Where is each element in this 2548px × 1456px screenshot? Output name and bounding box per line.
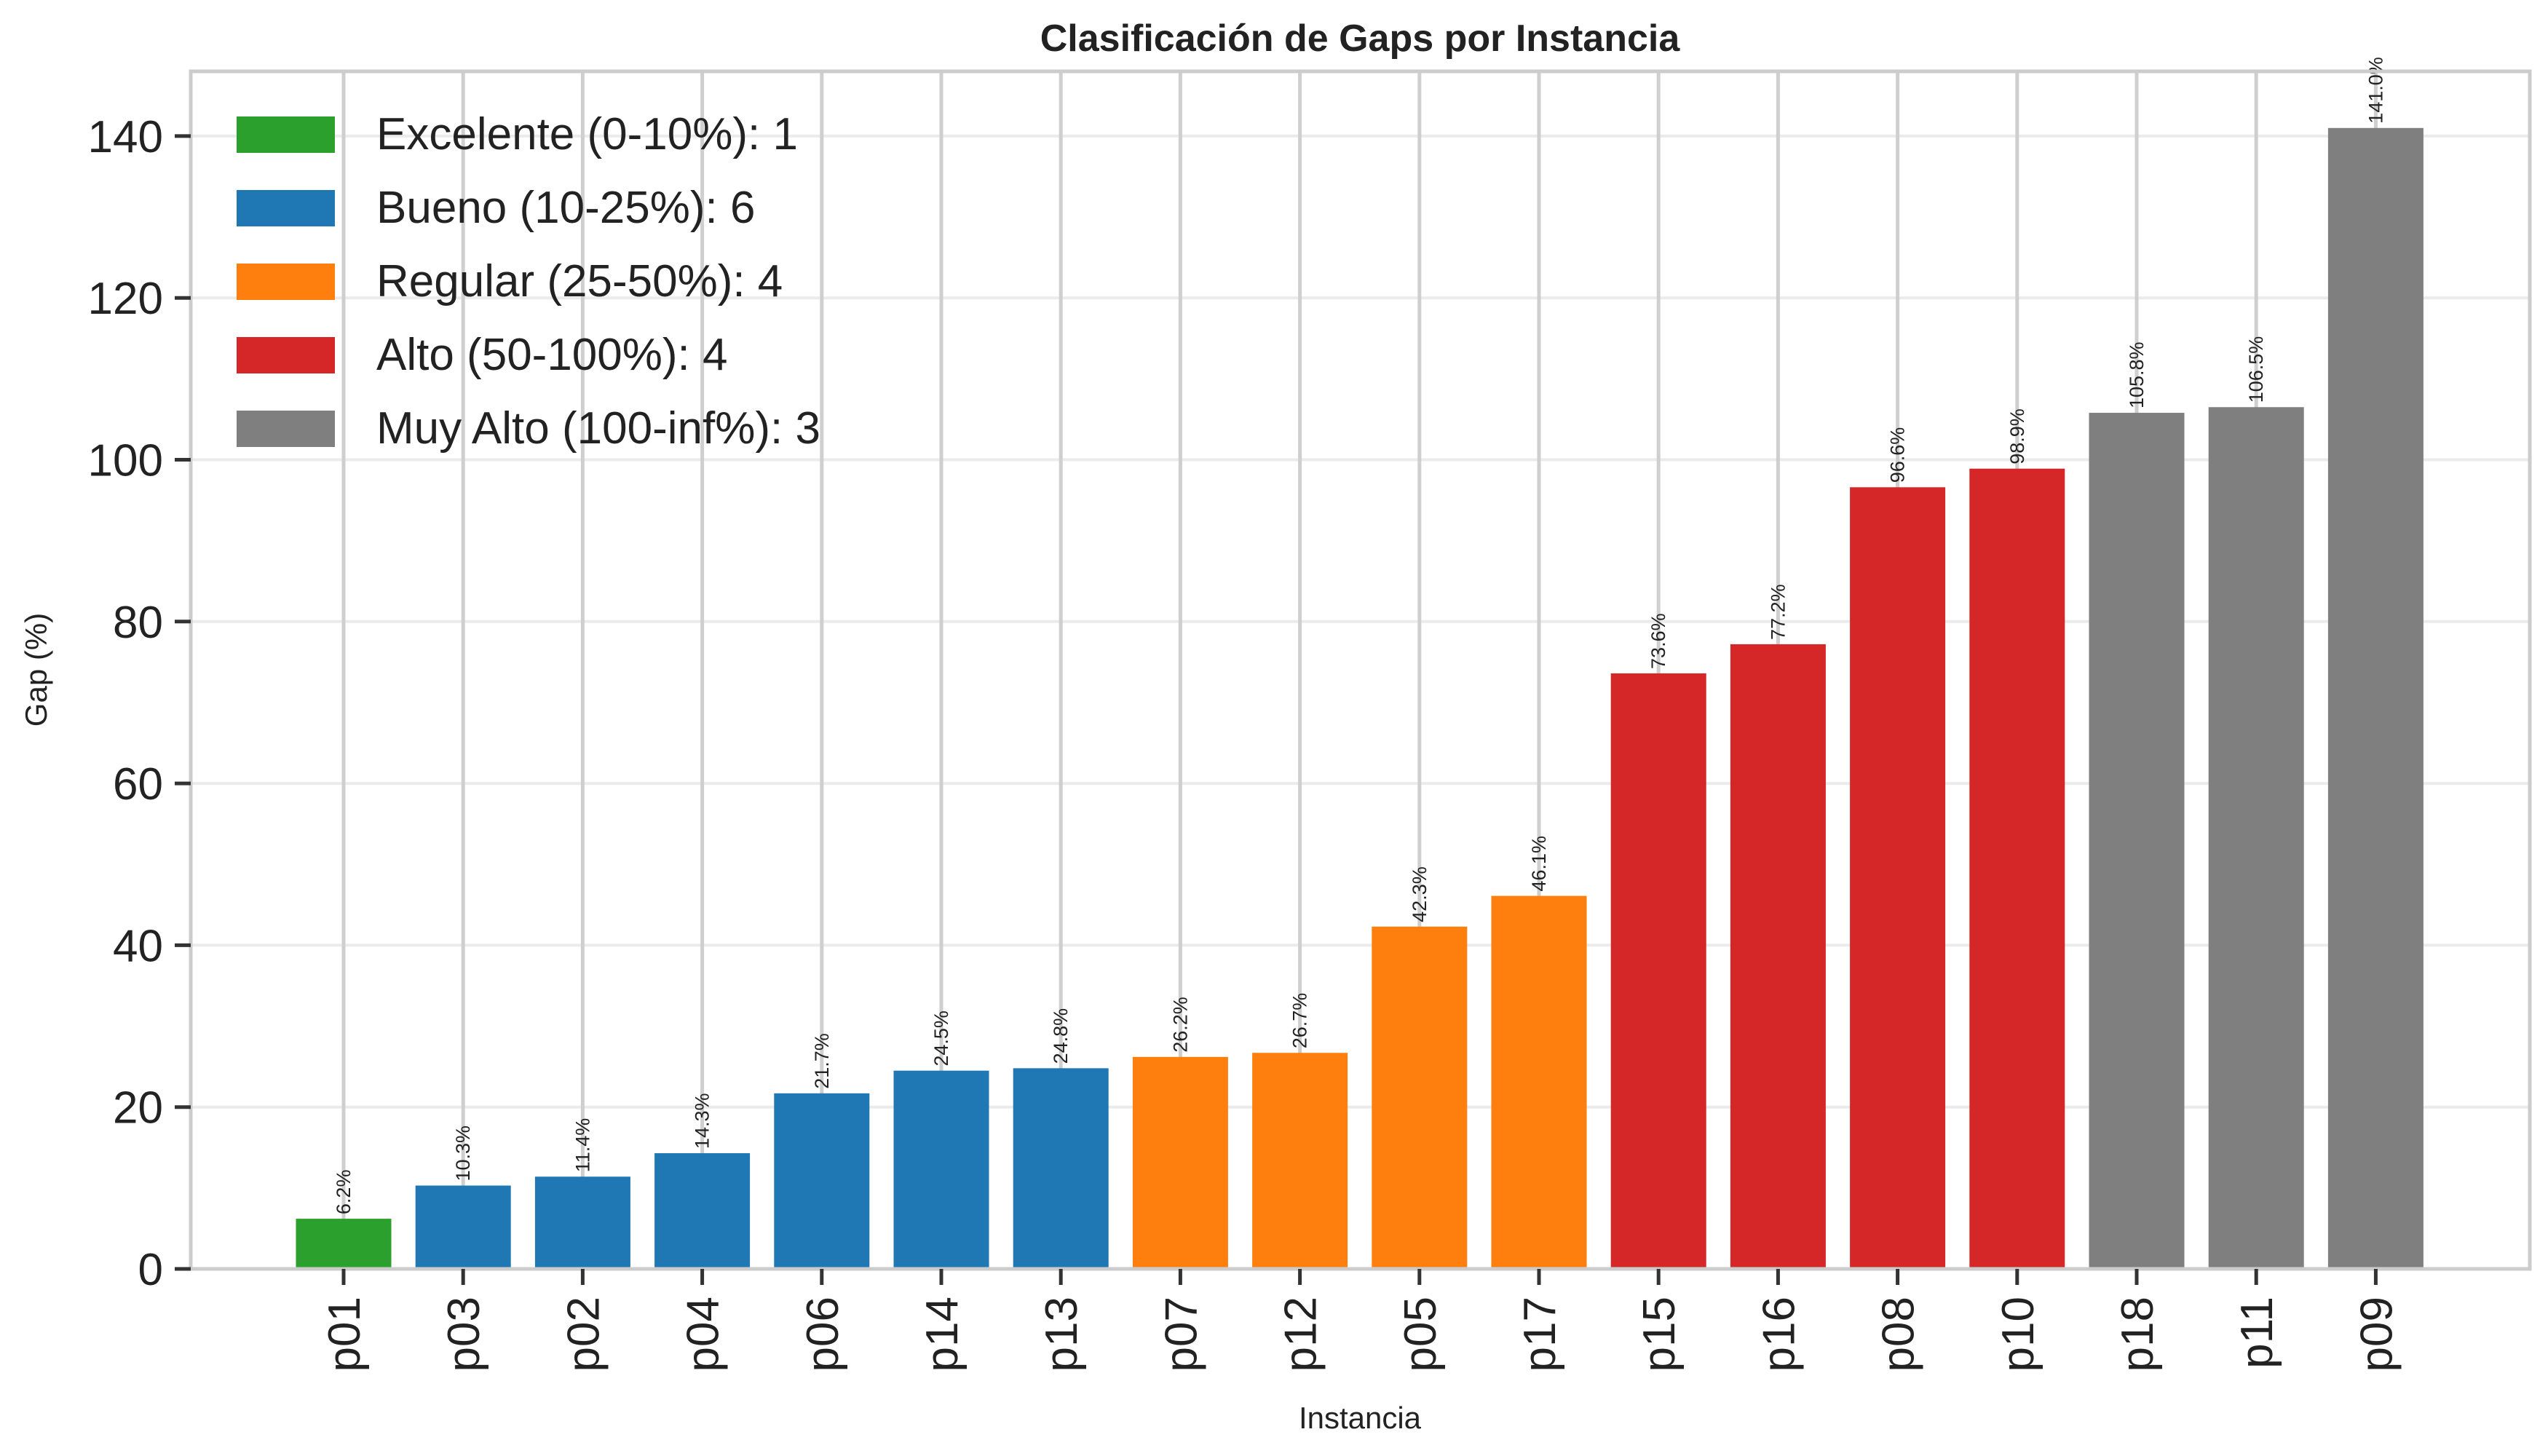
x-axis-label: Instancia — [1299, 1401, 1422, 1435]
x-tick-label-p09: p09 — [2351, 1297, 2402, 1372]
x-tick-label-p07: p07 — [1156, 1297, 1206, 1372]
x-tick-label-p01: p01 — [320, 1297, 370, 1372]
bar-p11 — [2208, 407, 2304, 1270]
bar-p02 — [534, 1176, 630, 1269]
bar-p08 — [1850, 487, 1946, 1269]
bar-p13 — [1013, 1068, 1109, 1269]
data-label-p16: 77.2% — [1767, 584, 1789, 640]
bar-p07 — [1132, 1056, 1228, 1269]
legend: Excelente (0-10%): 1 Bueno (10-25%): 6 Reg… — [237, 109, 820, 454]
data-label-p14: 24.5% — [930, 1010, 952, 1067]
axis-layer: 0 20 40 60 80 100 120 140 p01 p03 p02 p04 p06 p14 p13 p… — [88, 112, 2402, 1372]
legend-label: Bueno (10-25%): 6 — [376, 183, 755, 233]
y-tick-label: 120 — [88, 274, 163, 324]
bar-p01 — [296, 1219, 392, 1269]
legend-label: Regular (25-50%): 4 — [376, 256, 783, 306]
x-tick-label-p06: p06 — [798, 1297, 848, 1372]
data-label-p11: 106.5% — [2245, 336, 2267, 403]
data-label-p15: 73.6% — [1647, 613, 1669, 669]
chart-title: Clasificación de Gaps por Instancia — [1040, 17, 1681, 60]
x-tick-label-p03: p03 — [439, 1297, 489, 1372]
data-label-p12: 26.7% — [1289, 993, 1311, 1049]
data-label-p07: 26.2% — [1169, 997, 1191, 1053]
legend-swatch — [237, 116, 335, 153]
data-label-p01: 6.2% — [333, 1170, 355, 1215]
x-tick-label-p18: p18 — [2113, 1297, 2163, 1372]
data-label-p02: 11.4% — [571, 1118, 593, 1173]
y-tick-label: 40 — [113, 921, 163, 971]
bar-p16 — [1730, 644, 1826, 1269]
x-tick-label-p11: p11 — [2232, 1297, 2282, 1369]
bar-p10 — [1969, 468, 2065, 1269]
legend-swatch — [237, 190, 335, 226]
x-tick-label-p15: p15 — [1634, 1297, 1685, 1372]
data-label-p18: 105.8% — [2126, 341, 2148, 408]
legend-label: Excelente (0-10%): 1 — [376, 109, 798, 159]
x-tick-label-p12: p12 — [1276, 1297, 1326, 1372]
data-label-p08: 96.6% — [1887, 427, 1909, 483]
data-label-layer: 6.2% 10.3% 11.4% 14.3% 21.7% 24.5% 24.8% 26.2% 2… — [333, 57, 2386, 1214]
bar-p06 — [774, 1093, 870, 1269]
y-tick-label: 140 — [88, 112, 163, 162]
x-tick-label-p13: p13 — [1037, 1297, 1087, 1372]
x-tick-label-p17: p17 — [1515, 1297, 1565, 1372]
bar-p12 — [1252, 1053, 1348, 1269]
bar-p18 — [2089, 413, 2185, 1269]
data-label-p05: 42.3% — [1409, 866, 1431, 922]
x-tick-label-p02: p02 — [558, 1297, 609, 1372]
y-tick-label: 20 — [113, 1083, 163, 1133]
legend-swatch — [237, 411, 335, 447]
data-label-p04: 14.3% — [692, 1093, 713, 1149]
plot-frame — [189, 69, 2532, 1271]
bar-p04 — [654, 1153, 751, 1269]
bar-p17 — [1491, 895, 1587, 1269]
bar-p15 — [1610, 673, 1706, 1269]
y-tick-label: 0 — [138, 1245, 163, 1295]
legend-swatch — [237, 337, 335, 373]
data-label-p13: 24.8% — [1050, 1008, 1072, 1064]
data-label-p17: 46.1% — [1528, 836, 1550, 892]
x-tick-label-p10: p10 — [1993, 1297, 2043, 1372]
bar-p05 — [1372, 926, 1468, 1269]
data-label-p03: 10.3% — [452, 1125, 474, 1182]
bar-layer — [296, 127, 2424, 1270]
bar-p03 — [415, 1185, 511, 1269]
y-tick-label: 60 — [113, 759, 163, 810]
data-label-p10: 98.9% — [2006, 408, 2028, 464]
data-label-p09: 141.0% — [2365, 57, 2386, 124]
legend-label: Muy Alto (100-inf%): 3 — [376, 403, 820, 454]
y-tick-label: 100 — [88, 436, 163, 486]
x-tick-label-p16: p16 — [1754, 1297, 1804, 1372]
bar-p09 — [2327, 127, 2424, 1269]
legend-swatch — [237, 264, 335, 300]
x-tick-label-p14: p14 — [917, 1297, 968, 1372]
x-tick-label-p08: p08 — [1874, 1297, 1924, 1372]
legend-label: Alto (50-100%): 4 — [376, 330, 727, 380]
x-tick-label-p04: p04 — [678, 1297, 729, 1372]
data-label-p06: 21.7% — [811, 1033, 833, 1089]
x-tick-label-p05: p05 — [1396, 1297, 1446, 1372]
y-axis-label: Gap (%) — [19, 613, 53, 727]
bar-p14 — [893, 1070, 989, 1269]
y-tick-label: 80 — [113, 598, 163, 648]
